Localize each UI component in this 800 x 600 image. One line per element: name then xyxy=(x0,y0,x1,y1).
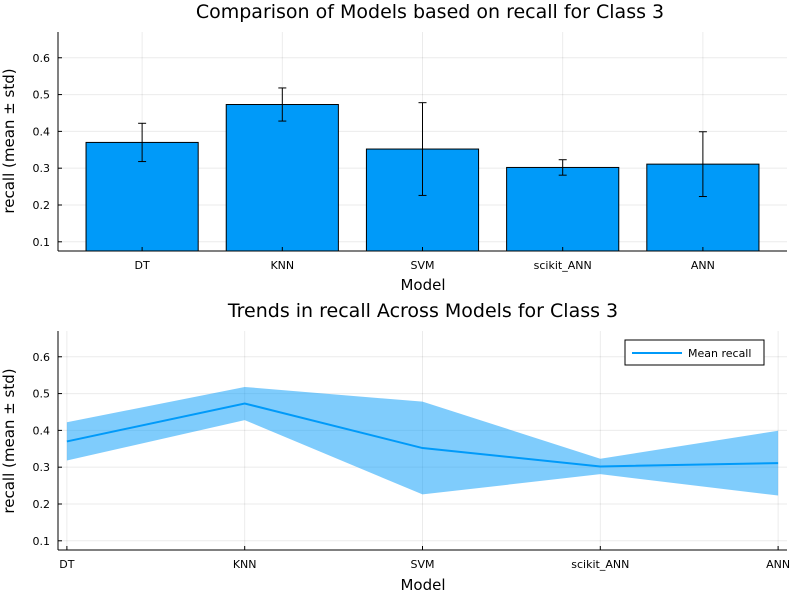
line-chart-title: Trends in recall Across Models for Class… xyxy=(227,300,618,322)
line-chart-std-band xyxy=(66,386,779,496)
bar-chart-x-ticks: DT KNN SVM scikit_ANN ANN xyxy=(135,247,715,272)
bar-KNN xyxy=(225,104,339,252)
line-chart-xtick-label-3: scikit_ANN xyxy=(571,558,629,571)
bar-chart-ytick-label-2: 0.3 xyxy=(33,162,51,175)
bar-chart-error-bars xyxy=(138,87,707,198)
line-chart-ytick-label-3: 0.4 xyxy=(33,424,51,437)
bar-chart-xtick-label-4: ANN xyxy=(691,259,715,272)
legend-label-mean-recall: Mean recall xyxy=(688,347,751,360)
line-chart-xtick-label-4: ANN xyxy=(766,558,790,571)
bar-chart-bars xyxy=(85,104,760,252)
bar-chart-xtick-label-0: DT xyxy=(135,259,150,272)
line-chart-ytick-label-1: 0.2 xyxy=(33,498,51,511)
series-line-mean-recall xyxy=(66,402,779,468)
line-chart-legend: Mean recall xyxy=(624,339,765,366)
line-chart: Trends in recall Across Models for Class… xyxy=(0,300,790,594)
line-chart-xtick-label-2: SVM xyxy=(411,558,435,571)
line-chart-ytick-label-2: 0.3 xyxy=(33,461,51,474)
bar-chart-xlabel: Model xyxy=(400,276,445,294)
line-chart-ylabel: recall (mean ± std) xyxy=(0,368,18,513)
line-chart-xlabel: Model xyxy=(400,576,445,594)
line-chart-y-ticks: 0.1 0.2 0.3 0.4 0.5 0.6 xyxy=(33,351,62,548)
bar-scikit_ANN xyxy=(506,166,620,252)
line-chart-ytick-label-5: 0.6 xyxy=(33,351,51,364)
line-chart-x-ticks: DT KNN SVM scikit_ANN ANN xyxy=(59,546,790,571)
bar-chart-ylabel: recall (mean ± std) xyxy=(0,68,18,213)
line-chart-series xyxy=(66,402,779,468)
line-chart-ytick-label-4: 0.5 xyxy=(33,388,51,401)
line-chart-xtick-label-0: DT xyxy=(59,558,74,571)
bar-chart-ytick-label-1: 0.2 xyxy=(33,199,51,212)
line-chart-xtick-label-1: KNN xyxy=(233,558,257,571)
bar-chart-y-ticks: 0.1 0.2 0.3 0.4 0.5 0.6 xyxy=(33,52,62,249)
bar-chart-xtick-label-1: KNN xyxy=(270,259,294,272)
std-band-mean-recall xyxy=(66,386,779,496)
line-chart-ytick-label-0: 0.1 xyxy=(33,535,51,548)
bar-chart-ytick-label-0: 0.1 xyxy=(33,236,51,249)
bar-chart: Comparison of Models based on recall for… xyxy=(0,1,787,294)
bar-chart-ytick-label-5: 0.6 xyxy=(33,52,51,65)
bar-chart-xtick-label-2: SVM xyxy=(411,259,435,272)
bar-chart-xtick-label-3: scikit_ANN xyxy=(534,259,592,272)
bar-chart-ytick-label-4: 0.5 xyxy=(33,89,51,102)
bar-chart-title: Comparison of Models based on recall for… xyxy=(196,1,664,23)
bar-chart-ytick-label-3: 0.4 xyxy=(33,125,51,138)
